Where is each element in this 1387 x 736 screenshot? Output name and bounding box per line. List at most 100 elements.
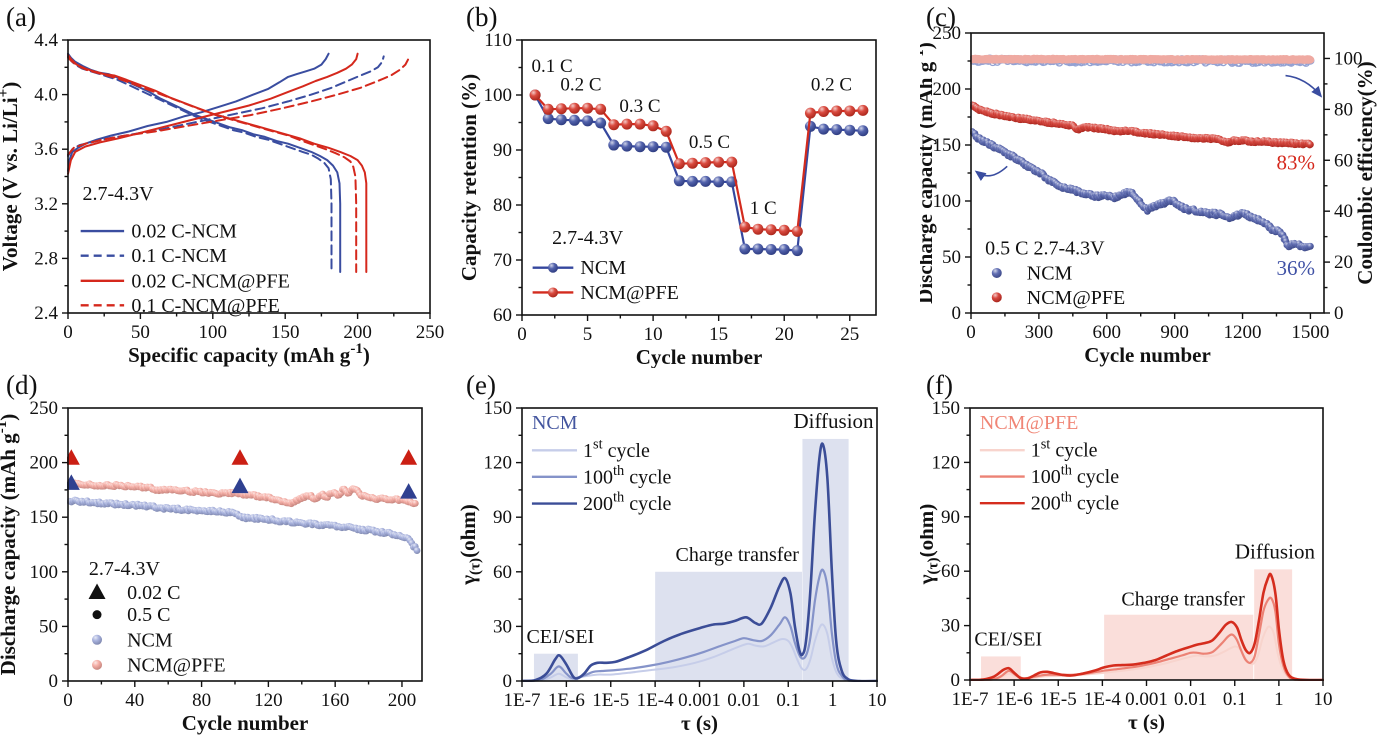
- panel-e: (e) 1E-7 1E-6 1E-5 1E-4 0.001 0.01 0.1 1 10 0 30 60…: [460, 368, 920, 736]
- svg-text:NCM: NCM: [127, 629, 173, 651]
- svg-text:1E-7: 1E-7: [504, 690, 541, 711]
- svg-text:160: 160: [321, 690, 350, 711]
- svg-text:Specific capacity (mAh g-1): Specific capacity (mAh g-1): [128, 341, 370, 367]
- svg-text:NCM@PFE: NCM@PFE: [1027, 287, 1125, 309]
- svg-text:1E-5: 1E-5: [592, 690, 629, 711]
- svg-text:50: 50: [39, 616, 58, 637]
- rate-capability-chart: 0 5 10 15 20 25 60 70 80 90 100 110 Cycle number Capa…: [460, 30, 877, 368]
- svg-text:70: 70: [493, 250, 512, 271]
- svg-text:80: 80: [493, 195, 512, 216]
- svg-text:0: 0: [63, 322, 73, 343]
- svg-text:1st cycle: 1st cycle: [583, 436, 650, 461]
- svg-text:0.2 C: 0.2 C: [811, 75, 852, 96]
- svg-text:0.5 C: 0.5 C: [689, 132, 730, 153]
- svg-text:200: 200: [30, 453, 59, 474]
- svg-text:200th cycle: 200th cycle: [1031, 489, 1120, 514]
- svg-text:NCM@PFE: NCM@PFE: [580, 282, 678, 304]
- svg-text:0.1: 0.1: [776, 690, 800, 711]
- svg-text:900: 900: [1160, 322, 1189, 343]
- svg-text:2.7-4.3V: 2.7-4.3V: [82, 183, 154, 205]
- svg-text:250: 250: [416, 322, 445, 343]
- svg-text:0.01: 0.01: [1174, 689, 1207, 710]
- svg-text:0: 0: [517, 324, 527, 345]
- svg-text:0.001: 0.001: [1125, 689, 1168, 710]
- panel-a: (a) 0 50 100 150 200 250 2.4 2.8 3.2 3.6 4.0 4.4 Spe…: [0, 0, 460, 368]
- svg-text:200: 200: [388, 690, 417, 711]
- svg-text:NCM: NCM: [580, 257, 626, 279]
- svg-text:15: 15: [709, 324, 728, 345]
- panel-label-d: (d): [6, 370, 38, 400]
- svg-text:600: 600: [1093, 322, 1122, 343]
- svg-text:1E-6: 1E-6: [548, 690, 585, 711]
- svg-text:NCM@PFE: NCM@PFE: [980, 412, 1078, 434]
- long-cycling-chart: 0 300 600 900 1200 15000501001502002500204060…: [920, 23, 1377, 367]
- svg-text:120: 120: [254, 690, 283, 711]
- panel-b: (b) 0 5 10 15 20 25 60 70 80 90 100 110 Cycle number…: [460, 0, 920, 368]
- svg-text:10: 10: [644, 324, 663, 345]
- svg-text:10: 10: [1314, 689, 1333, 710]
- svg-text:γ(τ)(ohm): γ(τ)(ohm): [460, 504, 484, 586]
- svg-text:200: 200: [933, 79, 962, 100]
- svg-text:36%: 36%: [1276, 256, 1315, 280]
- svg-text:0.01: 0.01: [727, 690, 760, 711]
- svg-text:Discharge capacity (mAh g-1): Discharge capacity (mAh g-1): [920, 42, 937, 304]
- svg-text:0.02 C-NCM@PFE: 0.02 C-NCM@PFE: [131, 270, 289, 292]
- svg-text:Diffusion: Diffusion: [793, 409, 874, 433]
- svg-text:100: 100: [484, 85, 513, 106]
- svg-text:CEI/SEI: CEI/SEI: [974, 629, 1042, 651]
- svg-text:1200: 1200: [1224, 322, 1262, 343]
- svg-text:1E-6: 1E-6: [996, 689, 1033, 710]
- svg-text:Diffusion: Diffusion: [1235, 540, 1316, 564]
- cycling-capacity-chart: 0 40 80 120 160 200 0 50 100 150 200 250 Cycle numbe…: [0, 398, 423, 735]
- svg-text:110: 110: [484, 30, 512, 51]
- svg-text:80: 80: [192, 690, 211, 711]
- svg-text:Voltage (V vs. Li/Li+): Voltage (V vs. Li/Li+): [0, 82, 22, 271]
- svg-text:2.7-4.3V: 2.7-4.3V: [552, 227, 624, 249]
- svg-text:150: 150: [932, 398, 961, 419]
- panel-d: (d) 0 40 80 120 160 200 0 50 100 150 200 250 Cycle n…: [0, 368, 460, 736]
- svg-text:2.4: 2.4: [34, 303, 58, 324]
- svg-text:4.0: 4.0: [34, 85, 58, 106]
- svg-text:1E-4: 1E-4: [1084, 689, 1121, 710]
- svg-text:0.5 C: 0.5 C: [127, 604, 170, 626]
- svg-text:CEI/SEI: CEI/SEI: [526, 626, 594, 648]
- svg-text:Discharge capacity (mAh g-1): Discharge capacity (mAh g-1): [0, 414, 20, 676]
- svg-text:50: 50: [131, 322, 150, 343]
- svg-text:1 C: 1 C: [750, 198, 777, 219]
- svg-text:10: 10: [868, 690, 887, 711]
- panel-f: (f) 1E-7 1E-6 1E-5 1E-4 0.001 0.01 0.1 1 10 0 30 60…: [920, 368, 1387, 736]
- svg-text:100th cycle: 100th cycle: [1031, 463, 1120, 488]
- svg-text:90: 90: [941, 507, 960, 528]
- svg-text:γ(τ)(ohm): γ(τ)(ohm): [920, 504, 942, 586]
- svg-text:0: 0: [503, 671, 513, 692]
- svg-text:5: 5: [583, 324, 593, 345]
- svg-text:100: 100: [30, 562, 59, 583]
- svg-text:90: 90: [493, 140, 512, 161]
- svg-text:Coulombic efficiency(%): Coulombic efficiency(%): [1353, 61, 1377, 284]
- svg-text:100: 100: [1334, 48, 1363, 69]
- svg-text:200th cycle: 200th cycle: [583, 490, 672, 515]
- svg-text:0: 0: [966, 322, 976, 343]
- svg-text:0.02 C-NCM: 0.02 C-NCM: [131, 221, 237, 243]
- panel-label-c: (c): [926, 2, 956, 32]
- svg-text:100: 100: [199, 322, 228, 343]
- svg-text:0.3 C: 0.3 C: [619, 96, 660, 117]
- svg-text:120: 120: [484, 453, 513, 474]
- svg-text:60: 60: [941, 561, 960, 582]
- svg-text:Capacity retention (%): Capacity retention (%): [460, 74, 481, 281]
- svg-text:30: 30: [941, 616, 960, 637]
- svg-text:1st cycle: 1st cycle: [1031, 436, 1098, 461]
- panel-label-f: (f): [926, 370, 953, 400]
- svg-text:20: 20: [1334, 252, 1353, 273]
- svg-text:1500: 1500: [1291, 322, 1329, 343]
- panel-c: (c) 0 300 600 900 1200 1500 0 50 100 150 200 250 0 20…: [920, 0, 1387, 368]
- voltage-capacity-chart: 0 50 100 150 200 250 2.4 2.8 3.2 3.6 4.0 4.4 Specifi…: [0, 30, 445, 367]
- svg-text:20: 20: [775, 324, 794, 345]
- svg-text:1: 1: [1274, 689, 1284, 710]
- svg-text:40: 40: [1334, 201, 1353, 222]
- svg-text:100: 100: [933, 191, 962, 212]
- svg-text:50: 50: [942, 247, 961, 268]
- svg-text:0.02 C: 0.02 C: [127, 582, 180, 604]
- svg-text:30: 30: [493, 616, 512, 637]
- svg-text:0.2 C: 0.2 C: [560, 75, 601, 96]
